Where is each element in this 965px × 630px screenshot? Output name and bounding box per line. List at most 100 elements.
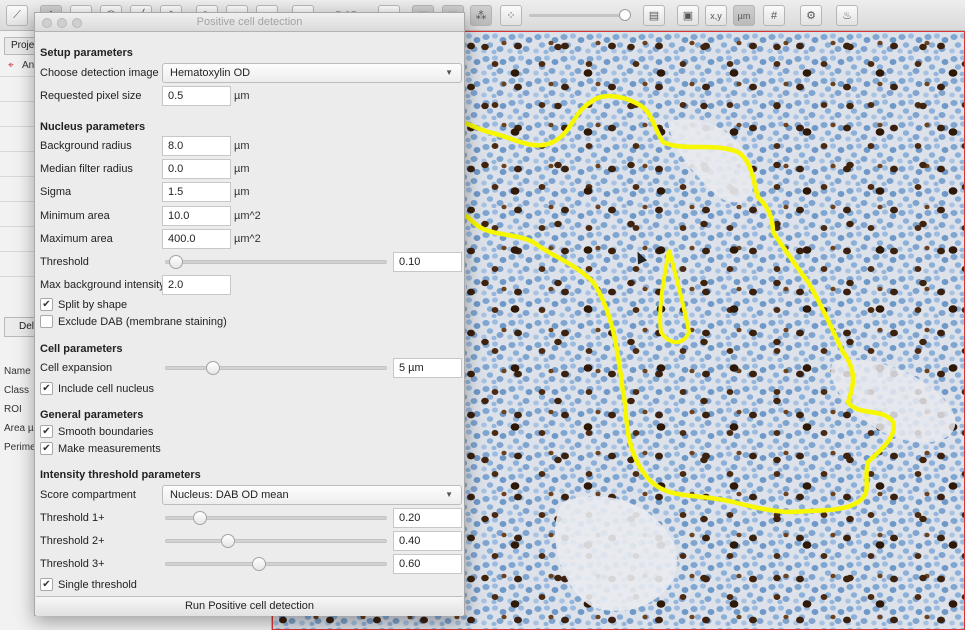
checkbox-box[interactable]: ✔ xyxy=(40,382,53,395)
list-divider xyxy=(0,251,40,252)
detection-image-select[interactable]: Hematoxylin OD ▼ xyxy=(162,63,462,83)
make-measurements-checkbox[interactable]: ✔ Make measurements xyxy=(40,442,161,455)
chevron-down-icon: ▼ xyxy=(445,490,453,499)
annotation-item-icon: ⌖ xyxy=(8,60,14,71)
split-by-shape-label: Split by shape xyxy=(58,298,128,311)
threshold-label: Threshold xyxy=(40,256,89,268)
threshold1-slider[interactable] xyxy=(165,511,387,525)
single-threshold-checkbox[interactable]: ✔ Single threshold xyxy=(40,578,137,591)
checkbox-box[interactable]: ✔ xyxy=(40,578,53,591)
threshold3-label: Threshold 3+ xyxy=(40,558,105,570)
general-heading: General parameters xyxy=(40,409,144,421)
cell-expansion-field[interactable]: 5 µm xyxy=(393,358,462,378)
show-grid-icon[interactable]: # xyxy=(763,5,785,26)
threshold2-slider[interactable] xyxy=(165,534,387,548)
include-nucleus-checkbox[interactable]: ✔ Include cell nucleus xyxy=(40,382,154,395)
annotation-inner-hole[interactable] xyxy=(658,249,692,345)
median-filter-label: Median filter radius xyxy=(40,163,133,175)
background-radius-field[interactable]: 8.0 xyxy=(162,136,231,156)
opacity-slider-knob[interactable] xyxy=(619,9,631,21)
exclude-dab-label: Exclude DAB (membrane staining) xyxy=(58,315,227,328)
close-window-icon[interactable] xyxy=(42,18,52,28)
property-area: Area µ xyxy=(4,423,34,434)
list-divider xyxy=(0,126,40,127)
delete-button[interactable]: Del xyxy=(4,317,38,337)
sigma-unit: µm xyxy=(234,186,250,198)
maximum-area-field[interactable]: 400.0 xyxy=(162,229,231,249)
measurement-table-icon[interactable]: ▤ xyxy=(643,5,665,26)
positive-cell-detection-dialog: Positive cell detection Setup parameters… xyxy=(34,12,465,616)
max-background-field[interactable]: 2.0 xyxy=(162,275,231,295)
list-divider xyxy=(0,151,40,152)
chevron-down-icon: ▼ xyxy=(445,68,453,77)
threshold3-slider-knob[interactable] xyxy=(252,557,266,571)
tab-project[interactable]: Proje xyxy=(4,37,38,55)
dialog-title: Positive cell detection xyxy=(35,13,464,32)
cell-heading: Cell parameters xyxy=(40,343,123,355)
include-nucleus-label: Include cell nucleus xyxy=(58,382,155,395)
threshold-slider[interactable] xyxy=(165,255,387,269)
smooth-boundaries-label: Smooth boundaries xyxy=(58,425,154,438)
setup-heading: Setup parameters xyxy=(40,47,133,59)
list-divider xyxy=(0,276,40,277)
background-radius-unit: µm xyxy=(234,140,250,152)
sigma-field[interactable]: 1.5 xyxy=(162,182,231,202)
checkbox-box[interactable]: ✔ xyxy=(40,425,53,438)
threshold2-slider-knob[interactable] xyxy=(221,534,235,548)
threshold2-field[interactable]: 0.40 xyxy=(393,531,462,551)
threshold1-field[interactable]: 0.20 xyxy=(393,508,462,528)
list-divider xyxy=(0,76,40,77)
threshold3-field[interactable]: 0.60 xyxy=(393,554,462,574)
checkbox-box[interactable]: ✔ xyxy=(40,298,53,311)
property-roi: ROI xyxy=(4,404,22,415)
exclude-dab-checkbox[interactable]: Exclude DAB (membrane staining) xyxy=(40,315,227,328)
score-compartment-label: Score compartment xyxy=(40,489,136,501)
annotation-list-item[interactable]: An xyxy=(22,60,35,71)
cell-expansion-slider-knob[interactable] xyxy=(206,361,220,375)
threshold-slider-knob[interactable] xyxy=(169,255,183,269)
log-icon[interactable]: ♨ xyxy=(836,5,858,26)
checkbox-box[interactable]: ✔ xyxy=(40,442,53,455)
make-measurements-label: Make measurements xyxy=(58,442,161,455)
settings-icon[interactable]: ⚙ xyxy=(800,5,822,26)
threshold1-label: Threshold 1+ xyxy=(40,512,105,524)
intensity-heading: Intensity threshold parameters xyxy=(40,469,201,481)
fill-detections-icon[interactable]: ⁘ xyxy=(500,5,522,26)
minimum-area-field[interactable]: 10.0 xyxy=(162,206,231,226)
checkbox-box[interactable] xyxy=(40,315,53,328)
score-compartment-select[interactable]: Nucleus: DAB OD mean ▼ xyxy=(162,485,462,505)
pixel-size-unit: µm xyxy=(234,90,250,102)
single-threshold-label: Single threshold xyxy=(58,578,137,591)
detection-image-value: Hematoxylin OD xyxy=(170,67,251,79)
threshold1-slider-knob[interactable] xyxy=(193,511,207,525)
minimum-area-label: Minimum area xyxy=(40,210,110,222)
measure-icon[interactable]: ⟋ xyxy=(6,5,28,26)
list-divider xyxy=(0,226,40,227)
smooth-boundaries-checkbox[interactable]: ✔ Smooth boundaries xyxy=(40,425,153,438)
score-compartment-value: Nucleus: DAB OD mean xyxy=(170,489,289,501)
threshold2-label: Threshold 2+ xyxy=(40,535,105,547)
background-radius-label: Background radius xyxy=(40,140,132,152)
minimum-area-unit: µm^2 xyxy=(234,210,261,222)
maximum-area-label: Maximum area xyxy=(40,233,113,245)
property-name: Name xyxy=(4,366,31,377)
zoom-window-icon[interactable] xyxy=(72,18,82,28)
opacity-slider[interactable] xyxy=(529,9,631,21)
show-scalebar-icon[interactable]: µm xyxy=(733,5,755,26)
show-location-icon[interactable]: x,y xyxy=(705,5,727,26)
pixel-size-field[interactable]: 0.5 xyxy=(162,86,231,106)
median-filter-field[interactable]: 0.0 xyxy=(162,159,231,179)
max-background-label: Max background intensity xyxy=(40,279,165,291)
minimize-window-icon[interactable] xyxy=(57,18,67,28)
threshold-field[interactable]: 0.10 xyxy=(393,252,462,272)
show-detections-icon[interactable]: ⁂ xyxy=(470,5,492,26)
overview-icon[interactable]: ▣ xyxy=(677,5,699,26)
list-divider xyxy=(0,201,40,202)
cell-expansion-slider[interactable] xyxy=(165,361,387,375)
split-by-shape-checkbox[interactable]: ✔ Split by shape xyxy=(40,298,127,311)
list-divider xyxy=(0,176,40,177)
run-detection-button[interactable]: Run Positive cell detection xyxy=(36,596,463,616)
threshold3-slider[interactable] xyxy=(165,557,387,571)
nucleus-heading: Nucleus parameters xyxy=(40,121,146,133)
